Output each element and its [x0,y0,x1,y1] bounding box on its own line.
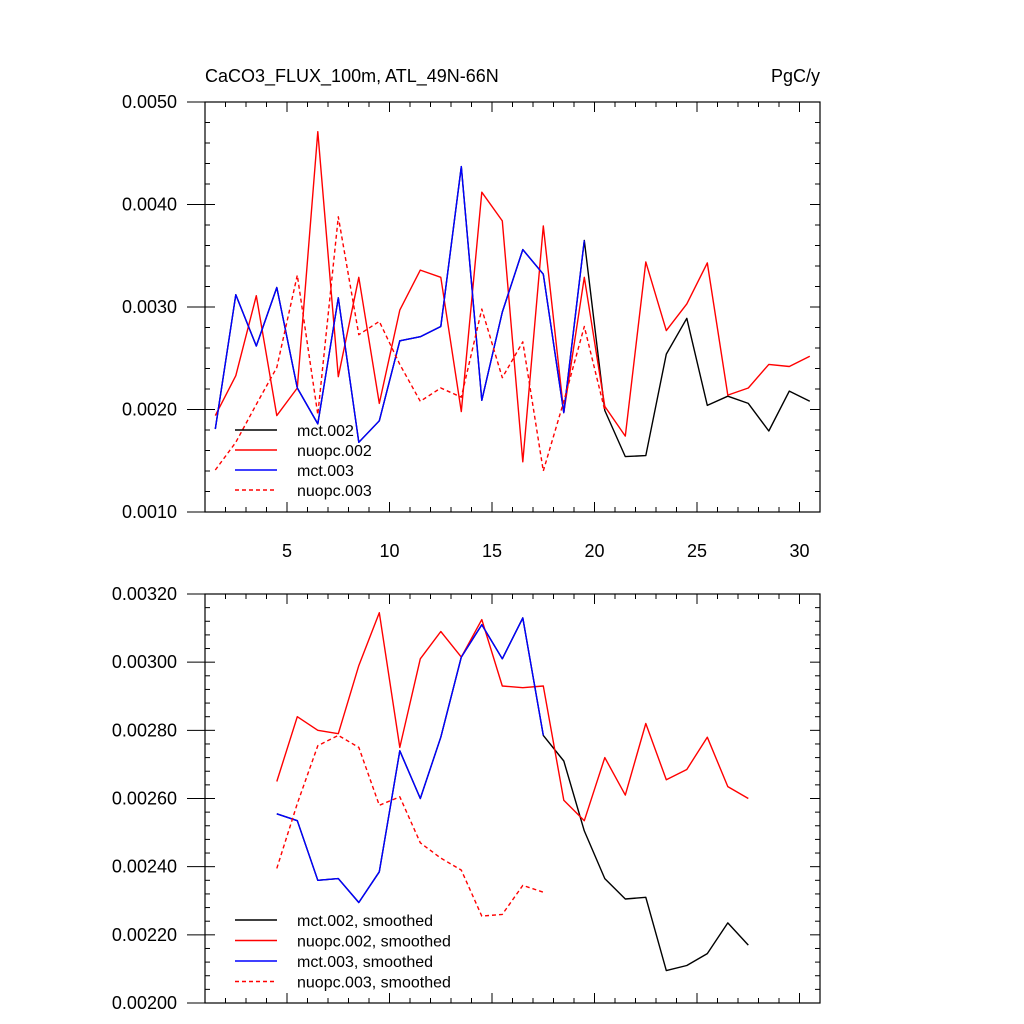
legend-label: mct.003 [297,463,354,480]
y-tick-label: 0.00260 [112,789,177,809]
top-panel: 5 10 15 20 25 30 0.0010 0.0020 0.0030 0.0040 0.005… [122,92,821,561]
series-line-mct-003-smoothed [276,617,544,904]
y-tick-label: 0.0020 [122,400,177,420]
legend-label: mct.003, smoothed [297,954,433,971]
x-tick-label: 20 [584,541,604,561]
series-line-nuopc-003 [214,216,606,472]
series-line-mct-003 [214,165,585,443]
x-tick-label: 10 [379,541,399,561]
legend-label: nuopc.003 [297,483,372,500]
series-line-nuopc-002-smoothed [276,612,749,822]
y-tick-label: 0.00320 [112,584,177,604]
series-line-nuopc-003-smoothed [276,734,544,917]
chart-units: PgC/y [771,66,820,86]
legend-label: nuopc.002 [297,443,372,460]
y-tick-label: 0.00240 [112,857,177,877]
y-tick-label: 0.00200 [112,993,177,1013]
y-tick-label: 0.0030 [122,297,177,317]
bottom-panel: 0.00200 0.00220 0.00240 0.00260 0.00280 0.003… [112,584,821,1013]
legend-label: mct.002 [297,423,354,440]
y-tick-label: 0.0050 [122,92,177,112]
x-tick-label: 5 [282,541,292,561]
x-tick-label: 25 [687,541,707,561]
y-tick-label: 0.0010 [122,502,177,522]
x-tick-label: 15 [482,541,502,561]
series-line-mct-002 [214,165,811,458]
legend-label: nuopc.003, smoothed [297,975,451,992]
y-tick-label: 0.0040 [122,195,177,215]
y-tick-label: 0.00300 [112,652,177,672]
y-tick-label: 0.00220 [112,925,177,945]
legend-label: mct.002, smoothed [297,913,433,930]
series-line-nuopc-002 [214,130,811,463]
chart-title: CaCO3_FLUX_100m, ATL_49N-66N [205,66,499,87]
x-tick-label: 30 [789,541,809,561]
legend-label: nuopc.002, smoothed [297,934,451,951]
y-tick-label: 0.00280 [112,720,177,740]
